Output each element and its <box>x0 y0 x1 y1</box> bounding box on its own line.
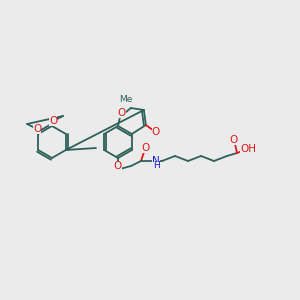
Text: O: O <box>142 143 150 153</box>
Text: O: O <box>33 124 41 134</box>
Text: O: O <box>49 116 57 126</box>
Text: OH: OH <box>240 144 256 154</box>
Text: O: O <box>230 135 238 145</box>
Text: N: N <box>152 156 160 166</box>
Text: O: O <box>114 161 122 171</box>
Text: H: H <box>153 161 159 170</box>
Text: Me: Me <box>119 95 133 104</box>
Text: O: O <box>118 108 126 118</box>
Text: O: O <box>152 127 160 137</box>
